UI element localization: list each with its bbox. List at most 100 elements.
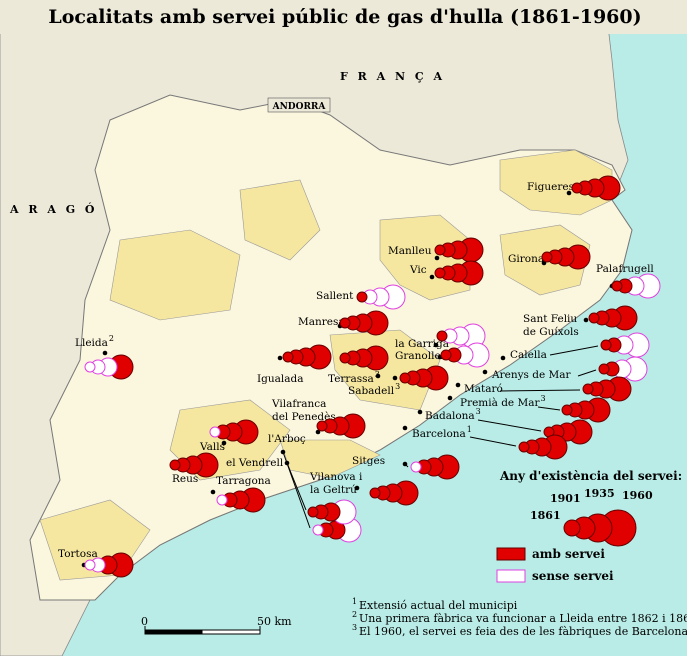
town-label: Igualada: [257, 373, 304, 385]
service-circle: [410, 461, 422, 473]
town-dot: [402, 461, 408, 467]
town-label: Palafrugell: [596, 263, 654, 275]
legend-title: Any d'existència del servei:: [499, 469, 682, 483]
locality: Tortosa: [58, 548, 134, 578]
service-circle: [84, 559, 96, 571]
legend-label: amb servei: [532, 547, 605, 561]
service-circle: [611, 280, 623, 292]
scale-label: 0: [141, 615, 148, 628]
town-label: Granollers: [395, 350, 451, 362]
service-circle: [316, 420, 328, 432]
town-dot: [280, 449, 286, 455]
service-circle: [84, 361, 96, 373]
service-circle: [399, 372, 411, 384]
town-dot: [402, 425, 408, 431]
footnote-mark: 1: [352, 597, 357, 606]
town-label: Vic: [409, 264, 427, 276]
service-circle: [571, 182, 583, 194]
town-label: Reus: [172, 473, 198, 485]
leader-line: [549, 345, 599, 356]
town-label: la Geltrú: [310, 484, 357, 496]
legend-year: 1935: [584, 487, 615, 500]
footnote-mark: 2: [109, 334, 114, 343]
locality: Girona: [508, 244, 591, 270]
country-label: A R A G Ó: [9, 202, 98, 216]
locality: Manresa: [298, 310, 389, 336]
town-label: Lleida: [75, 337, 108, 349]
service-circle: [582, 383, 594, 395]
town-label: Badalona: [425, 410, 475, 422]
town-dot: [583, 317, 589, 323]
scale-bar: 0 50 km: [141, 615, 292, 635]
footnote-mark: 3: [476, 407, 481, 416]
town-dot: [221, 440, 227, 446]
footnote-text: Una primera fàbrica va funcionar a Lleid…: [359, 612, 687, 625]
locality: Premià de Mar 3: [447, 394, 611, 423]
service-circle: [440, 349, 452, 361]
town-label: Sallent: [316, 290, 354, 302]
locality: Vic: [409, 260, 484, 286]
town-label: Vilanova i: [309, 471, 363, 483]
town-label: Arenys de Mar: [491, 369, 572, 381]
leader-line: [286, 462, 307, 511]
locality: Terrassa 3: [328, 345, 389, 385]
town-label: Mataró: [464, 383, 503, 395]
town-dot: [447, 395, 453, 401]
town-label: la Garriga: [395, 338, 449, 350]
catalonia: [29, 94, 633, 601]
locality: Palafrugell: [596, 263, 661, 299]
locality: Tarragona: [210, 475, 271, 513]
town-dot: [102, 350, 108, 356]
town-label: Premià de Mar: [460, 397, 540, 409]
town-dot: [434, 255, 440, 261]
town-label: Manresa: [298, 316, 345, 328]
town-dot: [354, 485, 360, 491]
locality: Sallent: [316, 284, 406, 310]
town-label: Calella: [510, 349, 547, 361]
leader-line: [499, 389, 581, 392]
service-circle: [339, 317, 351, 329]
locality: Granollers: [395, 342, 490, 368]
town-dot: [455, 382, 461, 388]
town-dot: [210, 489, 216, 495]
legend-year: 1901: [550, 492, 581, 505]
town-dot: [277, 355, 283, 361]
footnote-mark: 3: [375, 370, 380, 379]
service-circle: [541, 251, 553, 263]
service-circle: [339, 352, 351, 364]
legend-label: sense servei: [532, 569, 614, 583]
town-dot: [417, 409, 423, 415]
town-label: Vilafranca: [271, 398, 326, 410]
footnote-mark: 1: [467, 425, 472, 434]
locality: Manlleu: [388, 237, 484, 263]
town-label: Manlleu: [388, 245, 432, 257]
legend-circle: [563, 519, 581, 537]
town-label: Valls: [199, 441, 225, 453]
locality: Sabadell 3: [348, 365, 449, 397]
footnote-mark: 3: [352, 623, 357, 632]
service-circle: [598, 363, 610, 375]
scale-bar-half: [145, 630, 203, 634]
town-dot: [392, 375, 398, 381]
footnote-mark: 3: [541, 394, 546, 403]
country-label: F R A N Ç A: [340, 70, 445, 83]
town-label: Terrassa: [328, 373, 374, 385]
service-circle: [356, 291, 368, 303]
town-dot: [482, 369, 488, 375]
town-label: Figueres: [527, 181, 574, 193]
town-label: l'Arboç: [268, 433, 306, 445]
scale-label: 50 km: [257, 615, 292, 628]
service-circle: [436, 330, 448, 342]
locality: Arenys de Mar: [482, 356, 648, 382]
andorra-box: [267, 97, 331, 113]
town-label: Girona: [508, 253, 544, 265]
town-label: el Vendrell: [226, 457, 284, 469]
town-label: Sabadell: [348, 385, 395, 397]
footnote-text: El 1960, el servei es feia des de les fà…: [359, 625, 687, 638]
service-circle: [561, 404, 573, 416]
localities: Figueres Manlleu Vic Girona Palafrugell Sant …: [58, 175, 661, 578]
locality: Lleida 2: [75, 334, 134, 380]
town-label: Tortosa: [58, 548, 98, 560]
